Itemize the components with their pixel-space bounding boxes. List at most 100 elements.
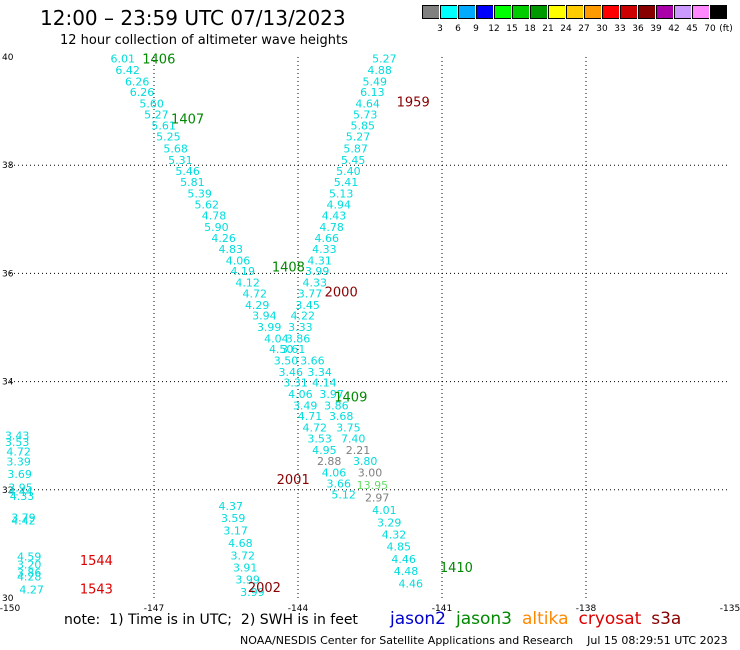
wave-height-value: 4.06 — [288, 388, 313, 401]
legend-label: 6 — [455, 24, 461, 34]
lat-label: 40 — [2, 53, 14, 63]
lon-label: -141 — [432, 604, 452, 614]
legend-swatch — [710, 5, 727, 19]
legend-swatch — [530, 5, 547, 19]
wave-height-value: 5.62 — [195, 199, 220, 212]
wave-height-value: 4.33 — [10, 490, 35, 503]
wave-height-value: 4.66 — [315, 232, 340, 245]
chart-subtitle: 12 hour collection of altimeter wave hei… — [60, 33, 348, 48]
wave-height-value: 3.86 — [286, 332, 311, 345]
wave-height-value: 6.26 — [125, 75, 150, 88]
pass-time-label: 1410 — [440, 561, 473, 576]
wave-height-value: 3.79 — [11, 511, 36, 524]
wave-height-value: 3.95 — [8, 482, 33, 495]
wave-height-value: 4.78 — [202, 210, 227, 223]
wave-height-value: 5.68 — [163, 142, 188, 155]
legend-swatch — [620, 5, 637, 19]
legend-swatch — [674, 5, 691, 19]
lon-label: -150 — [0, 604, 20, 614]
wave-height-value: 3.97 — [319, 388, 344, 401]
wave-height-value: 3.59 — [221, 512, 246, 525]
wave-height-value: 5.40 — [336, 165, 361, 178]
footnote: note: 1) Time is in UTC; 2) SWH is in fe… — [64, 612, 358, 628]
legend-label: 39 — [650, 24, 662, 34]
wave-height-value: 4.50 — [269, 343, 294, 356]
wave-height-value: 2.97 — [365, 491, 390, 504]
wave-height-value: 5.90 — [204, 221, 229, 234]
wave-height-value: 3.68 — [329, 410, 354, 423]
wave-height-value: 3.69 — [7, 468, 32, 481]
wave-height-value: 3.46 — [279, 366, 304, 379]
wave-height-value: 3.86 — [17, 567, 42, 580]
wave-height-value: 4.85 — [387, 541, 412, 554]
legend-label: 70 — [704, 24, 716, 34]
legend-label: 42 — [668, 24, 680, 34]
wave-height-value: 4.71 — [298, 410, 323, 423]
wave-height-value: 3.20 — [17, 558, 42, 571]
wave-height-value: 3.43 — [5, 430, 30, 443]
wave-height-value: 4.72 — [303, 422, 328, 435]
legend-swatch — [422, 5, 439, 19]
wave-height-value: 13.95 — [357, 479, 389, 492]
wave-height-value: 3.31 — [283, 377, 308, 390]
chart-title: 12:00 – 23:59 UTC 07/13/2023 — [40, 6, 346, 30]
wave-height-value: 5.49 — [363, 75, 388, 88]
wave-height-value: 4.44 — [8, 485, 33, 498]
lat-label: 34 — [2, 378, 14, 388]
legend-label: 24 — [560, 24, 572, 34]
wave-height-value: 4.42 — [11, 515, 36, 528]
legend-swatch — [494, 5, 511, 19]
wave-height-value: 7.40 — [341, 432, 366, 445]
wave-height-value: 3.61 — [281, 343, 306, 356]
wave-height-value: 5.46 — [175, 165, 200, 178]
legend-swatch — [602, 5, 619, 19]
wave-height-value: 3.99 — [305, 265, 330, 278]
wave-height-value: 3.99 — [240, 586, 265, 599]
wave-height-value: 3.66 — [327, 477, 352, 490]
wave-height-value: 4.04 — [264, 332, 289, 345]
wave-height-value: 3.45 — [295, 299, 320, 312]
wave-height-value: 4.06 — [226, 254, 251, 267]
pass-time-label: 1408 — [272, 260, 305, 275]
lon-label: -138 — [576, 604, 597, 614]
wave-height-value: 5.85 — [351, 120, 376, 133]
pass-time-label: 1409 — [334, 391, 367, 406]
wave-height-value: 6.13 — [360, 86, 385, 99]
legend-label: 27 — [578, 24, 590, 34]
legend-label: 36 — [632, 24, 644, 34]
wave-height-value: 4.83 — [219, 243, 244, 256]
legend-label: 18 — [524, 24, 536, 34]
wave-height-value: 4.46 — [391, 553, 416, 566]
wave-height-value: 4.14 — [312, 377, 337, 390]
wave-height-value: 5.87 — [343, 142, 368, 155]
satellite-legend: jason2 jason3 altika cryosat s3a — [390, 609, 691, 629]
wave-height-value: 5.27 — [346, 131, 371, 144]
legend-swatch — [692, 5, 709, 19]
wave-height-value: 4.94 — [327, 199, 352, 212]
lon-label: -147 — [144, 604, 164, 614]
pass-time-label: 2000 — [325, 285, 358, 300]
wave-height-value: 5.13 — [329, 187, 354, 200]
pass-time-label: 2002 — [248, 581, 281, 596]
wave-height-value: 3.66 — [300, 355, 325, 368]
lon-label: -135 — [720, 604, 740, 614]
wave-height-value: 4.06 — [322, 466, 347, 479]
wave-height-value: 4.27 — [19, 583, 44, 596]
lat-label: 38 — [2, 161, 14, 171]
wave-height-value: 3.99 — [235, 574, 260, 587]
wave-height-value: 3.00 — [358, 466, 383, 479]
wave-height-value: 5.31 — [168, 154, 193, 167]
wave-height-value: 4.59 — [17, 550, 42, 563]
wave-height-value: 4.43 — [322, 210, 347, 223]
wave-height-value: 4.22 — [291, 310, 316, 323]
wave-height-value: 3.94 — [252, 310, 277, 323]
satellite-cryosat: cryosat — [578, 609, 642, 629]
wave-height-value: 4.64 — [355, 98, 380, 111]
pass-time-label: 1543 — [80, 582, 113, 597]
lon-label: -144 — [288, 604, 309, 614]
wave-height-value: 3.53 — [307, 432, 332, 445]
wave-height-value: 6.42 — [115, 64, 140, 77]
wave-height-value: 3.49 — [293, 399, 318, 412]
legend-swatch — [440, 5, 457, 19]
